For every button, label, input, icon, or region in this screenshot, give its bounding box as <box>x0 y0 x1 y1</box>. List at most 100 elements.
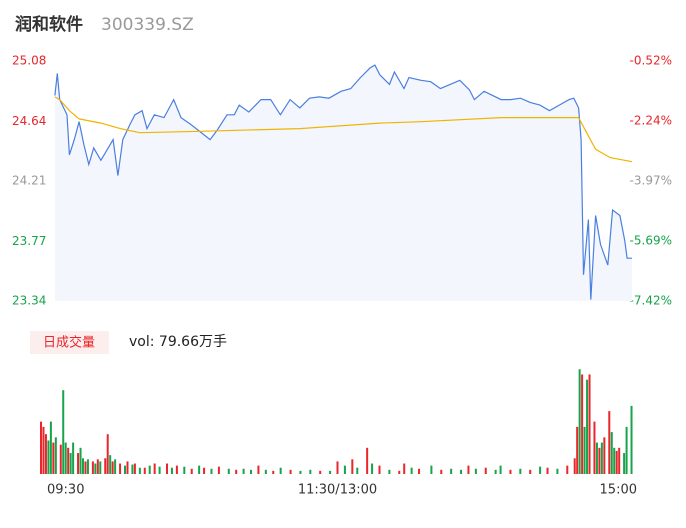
volume-bar <box>494 469 497 474</box>
volume-bar <box>467 465 470 474</box>
volume-bar <box>556 468 559 474</box>
volume-bar <box>47 440 50 474</box>
volume-bar <box>336 461 339 474</box>
x-tick-label: 11:30/13:00 <box>298 483 377 498</box>
volume-bar <box>356 467 359 474</box>
volume-bar <box>235 469 238 474</box>
volume-bar <box>450 468 453 474</box>
volume-bar <box>40 421 42 474</box>
volume-bar <box>79 447 82 474</box>
stock-code: 300339.SZ <box>101 15 194 35</box>
volume-bar <box>86 459 89 474</box>
volume-bar <box>509 469 512 474</box>
volume-bar <box>59 444 62 474</box>
volume-bar <box>598 447 601 474</box>
volume-bar <box>72 442 75 474</box>
volume-bar <box>595 442 598 474</box>
volume-bar <box>106 434 109 474</box>
average-line <box>54 96 633 163</box>
volume-bar <box>610 432 613 474</box>
volume-bar <box>403 463 406 474</box>
volume-bar <box>272 470 275 474</box>
volume-bar <box>371 463 374 474</box>
volume-bar <box>77 453 80 474</box>
volume-bar <box>143 467 146 474</box>
volume-bar <box>227 468 230 474</box>
volume-bar <box>583 426 586 474</box>
volume-bar <box>52 442 55 474</box>
volume-bar <box>131 464 134 474</box>
volume-bar <box>264 469 267 474</box>
volume-bar <box>474 468 477 474</box>
volume-bar <box>114 459 117 474</box>
volume-bar <box>104 458 107 474</box>
volume-bar <box>217 466 220 474</box>
volume-bar <box>96 459 99 474</box>
volume-bar <box>170 467 173 474</box>
volume-bar <box>69 453 72 474</box>
volume-bar <box>44 434 47 474</box>
volume-bar <box>111 461 114 474</box>
y2-tick-label: -5.69% <box>630 233 672 247</box>
volume-bar <box>84 461 87 474</box>
x-tick-label: 15:00 <box>600 483 637 498</box>
volume-bar <box>175 465 178 474</box>
volume-bar <box>600 442 603 474</box>
volume-bar <box>499 465 502 474</box>
volume-bar <box>343 465 346 474</box>
volume-bar <box>430 465 433 474</box>
volume-bar <box>593 421 596 474</box>
volume-bar <box>99 461 102 474</box>
volume-bar <box>613 447 616 474</box>
y-tick-label: 23.77 <box>12 234 46 248</box>
volume-bar <box>418 468 421 474</box>
y2-tick-label: -3.97% <box>630 174 672 188</box>
volume-bar <box>299 470 302 474</box>
volume-bar <box>484 467 487 474</box>
volume-bar <box>183 466 186 474</box>
volume-bar <box>67 447 70 474</box>
volume-bar <box>623 453 626 474</box>
volume-bar <box>573 458 576 474</box>
volume-bar <box>588 374 591 474</box>
volume-bar <box>124 465 127 474</box>
volume-bar <box>539 466 542 474</box>
volume-legend: 日成交量 <box>43 335 95 351</box>
volume-bar <box>576 426 579 474</box>
volume-bar <box>138 467 141 474</box>
y-tick-label: 25.08 <box>12 54 46 68</box>
volume-bar <box>378 465 381 474</box>
volume-bar <box>460 469 463 474</box>
volume-bar <box>62 390 65 474</box>
volume-bar <box>440 469 443 474</box>
volume-bar <box>203 467 206 474</box>
volume-bar <box>630 405 633 474</box>
volume-bar <box>148 465 151 474</box>
volume-bar <box>581 374 584 474</box>
y2-tick-label: -0.52% <box>630 54 672 68</box>
volume-bar <box>210 468 213 474</box>
volume-bar <box>586 379 589 474</box>
volume-bar <box>529 469 532 474</box>
volume-bar <box>133 463 136 474</box>
volume-bar <box>398 470 401 474</box>
volume-bar <box>279 467 282 474</box>
volume-bar <box>289 469 292 474</box>
volume-bar <box>257 465 260 474</box>
volume-bar <box>309 469 312 474</box>
volume-bar <box>519 468 522 474</box>
volume-bar <box>54 437 57 474</box>
volume-bar <box>546 467 549 474</box>
volume-bar <box>250 469 253 474</box>
volume-bar <box>91 461 94 474</box>
volume-bar <box>42 426 45 474</box>
volume-bar <box>351 459 354 474</box>
volume-bar <box>329 470 332 474</box>
volume-bar <box>49 421 52 474</box>
y2-tick-label: -7.42% <box>630 294 672 308</box>
volume-total: vol: 79.66万手 <box>129 334 227 350</box>
volume-bar <box>126 461 129 474</box>
y-tick-label: 24.21 <box>12 174 46 188</box>
volume-bar <box>366 447 369 474</box>
price-line <box>54 64 632 300</box>
